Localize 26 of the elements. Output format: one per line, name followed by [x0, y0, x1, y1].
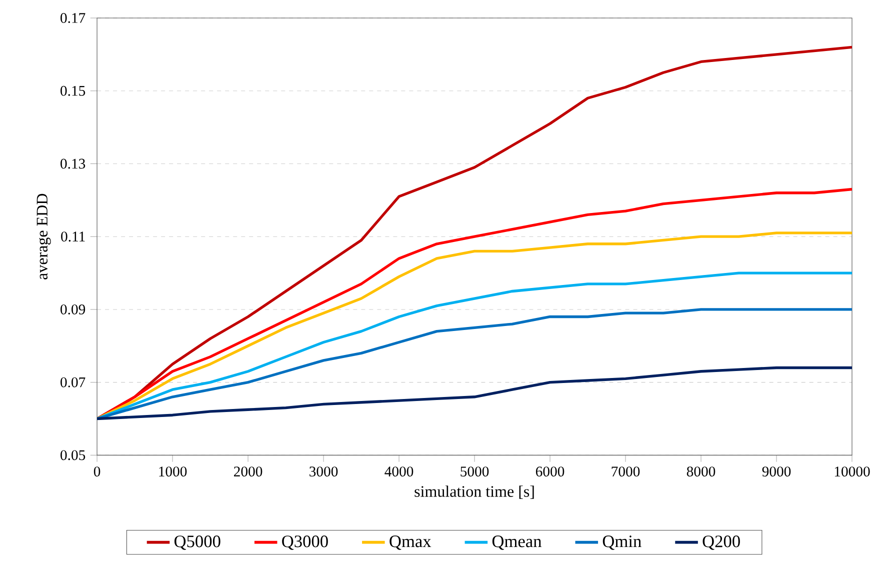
- legend-label: Qmean: [492, 535, 542, 550]
- x-tick-label: 0: [94, 466, 100, 476]
- x-tick-label: 10000: [834, 466, 870, 476]
- y-tick-label: 0.07: [60, 377, 86, 388]
- x-tick-label: 8000: [686, 466, 716, 476]
- x-tick-label: 7000: [612, 466, 640, 476]
- y-tick-label: 0.13: [60, 158, 86, 169]
- legend-label: Q200: [702, 535, 740, 550]
- x-tick-label: 3000: [310, 466, 338, 476]
- x-tick-label: 1000: [159, 466, 187, 476]
- x-tick-label: 4000: [384, 466, 414, 476]
- legend-label: Qmax: [390, 535, 432, 550]
- x-axis-title: simulation time [s]: [414, 486, 534, 499]
- y-axis-title: average EDD: [36, 194, 51, 280]
- y-tick-label: 0.11: [61, 232, 85, 242]
- y-tick-label: 0.17: [60, 12, 86, 23]
- legend-label: Q5000: [174, 535, 220, 550]
- y-tick-label: 0.09: [60, 304, 86, 314]
- legend-label: Qmin: [602, 535, 642, 550]
- x-tick-label: 5000: [460, 466, 489, 476]
- y-tick-label: 0.15: [60, 86, 86, 96]
- x-tick-label: 2000: [234, 466, 262, 476]
- x-tick-label: 6000: [536, 466, 564, 476]
- y-tick-label: 0.05: [60, 450, 86, 460]
- legend-label: Q3000: [282, 535, 328, 550]
- x-tick-label: 9000: [762, 466, 791, 476]
